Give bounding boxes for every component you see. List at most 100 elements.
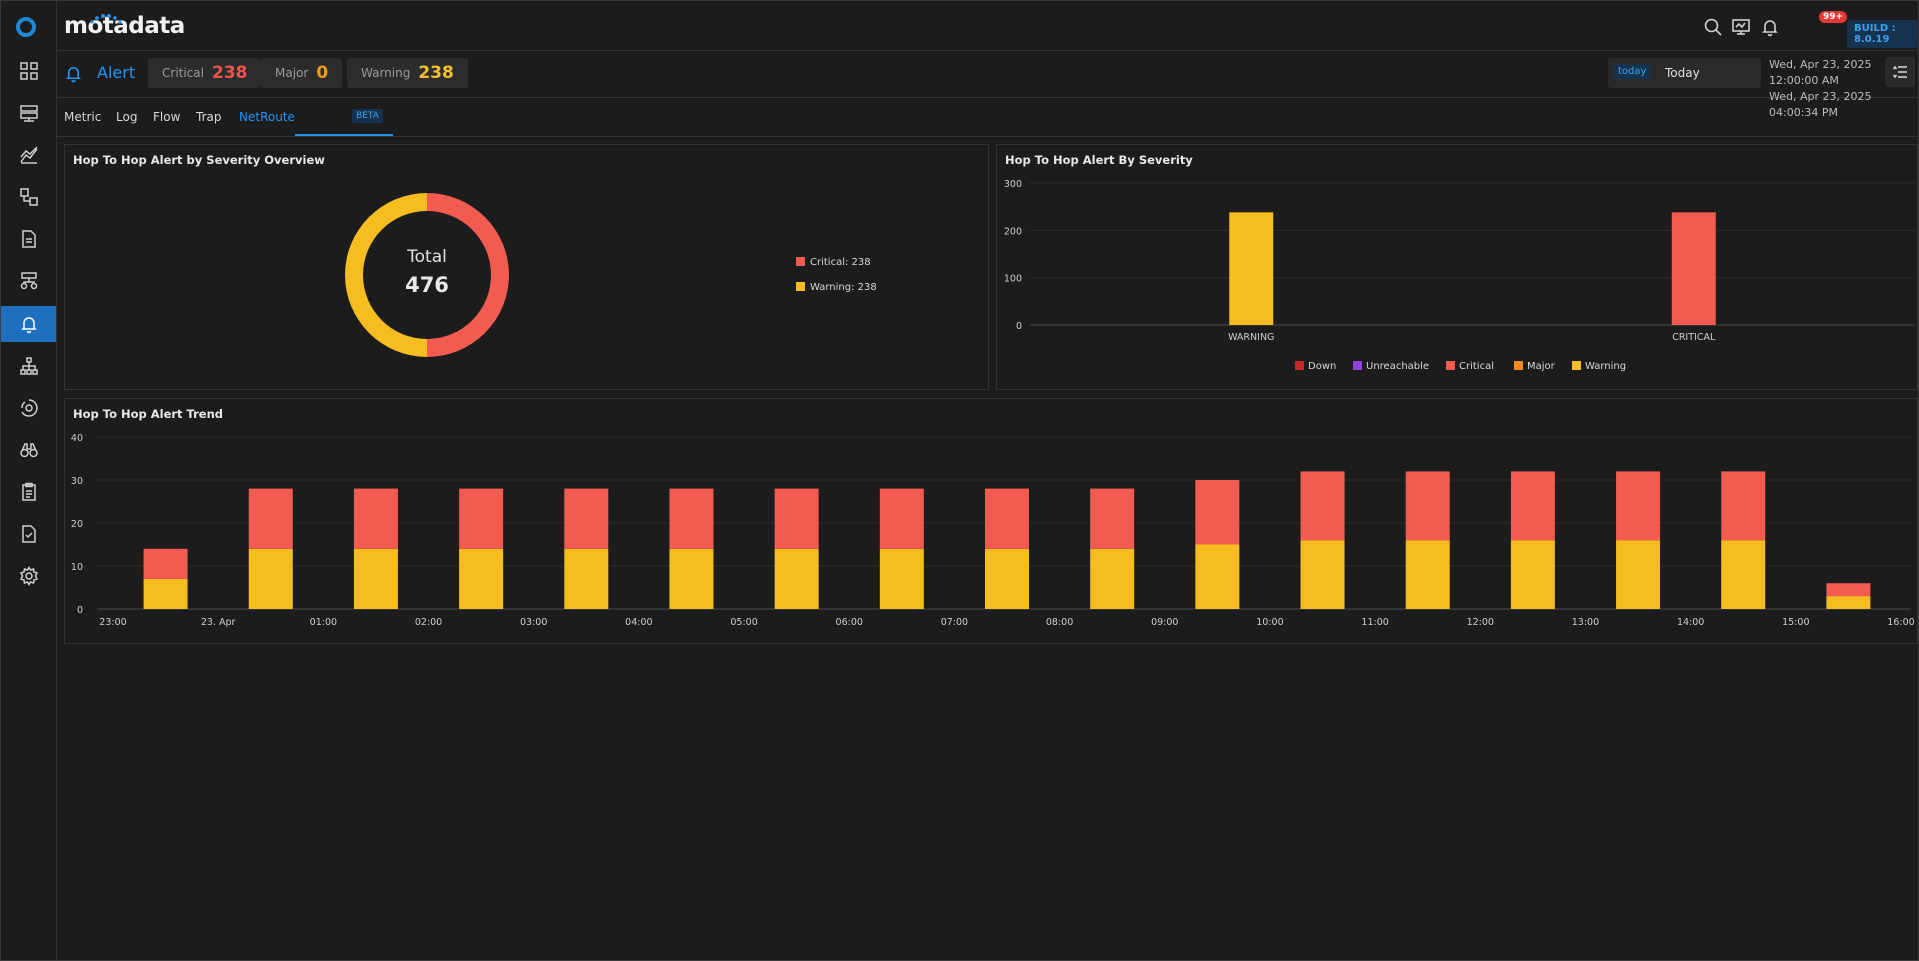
trend-bar-warning[interactable] bbox=[1721, 540, 1766, 609]
x-tick-label: 13:00 bbox=[1572, 617, 1599, 628]
trend-bar-warning[interactable] bbox=[985, 548, 1029, 609]
bar-warning[interactable] bbox=[1229, 212, 1274, 325]
trend-bar-warning[interactable] bbox=[1616, 540, 1661, 609]
tab-metric[interactable]: Metric bbox=[64, 110, 102, 124]
x-tick-label: CRITICAL bbox=[1672, 332, 1716, 343]
donut-slice-warning[interactable] bbox=[345, 193, 427, 357]
tab-log[interactable]: Log bbox=[116, 110, 138, 124]
trend-bar-warning[interactable] bbox=[1510, 540, 1555, 609]
trend-bar-critical[interactable] bbox=[1721, 471, 1766, 541]
x-tick-label: 10:00 bbox=[1256, 617, 1283, 628]
trend-bar-critical[interactable] bbox=[1300, 471, 1345, 541]
timeline-tag: today bbox=[1614, 64, 1651, 79]
compliance-icon[interactable] bbox=[1, 516, 56, 552]
trend-bar-warning[interactable] bbox=[1405, 540, 1450, 609]
bar-critical[interactable] bbox=[1671, 212, 1716, 325]
trend-bar-warning[interactable] bbox=[143, 578, 188, 609]
trend-bar-warning[interactable] bbox=[1090, 548, 1135, 609]
x-tick-label: 16:00 bbox=[1887, 617, 1914, 628]
trend-bar-critical[interactable] bbox=[985, 488, 1029, 549]
legend-warning-swatch bbox=[796, 282, 805, 291]
timeline-selector[interactable]: today Today bbox=[1608, 58, 1761, 88]
legend-swatch-critical bbox=[1446, 361, 1455, 370]
warning-count-chip[interactable]: Warning 238 bbox=[347, 58, 468, 88]
donut-chart: Total 476 Critical: 238 Warning: 238 bbox=[345, 193, 877, 357]
tab-netroute[interactable]: NetRoute bbox=[239, 110, 295, 124]
build-badge: BUILD : 8.0.19 bbox=[1847, 20, 1918, 48]
legend-label-unreachable[interactable]: Unreachable bbox=[1366, 361, 1429, 372]
legend-critical-label[interactable]: Critical: 238 bbox=[810, 257, 871, 268]
x-tick-label: 04:00 bbox=[625, 617, 652, 628]
app-logo-icon[interactable] bbox=[16, 17, 36, 37]
trend-bar-warning[interactable] bbox=[1826, 596, 1871, 609]
page-title: Alert bbox=[97, 63, 136, 82]
settings-gear-icon[interactable] bbox=[1, 390, 56, 426]
x-tick-label: WARNING bbox=[1228, 332, 1274, 343]
alert-icon[interactable] bbox=[1, 306, 56, 342]
trend-bar-critical[interactable] bbox=[1405, 471, 1450, 541]
legend-label-major[interactable]: Major bbox=[1527, 361, 1556, 372]
trend-bar-critical[interactable] bbox=[564, 488, 609, 549]
trend-bar-warning[interactable] bbox=[353, 548, 398, 609]
warning-label: Warning bbox=[361, 66, 411, 80]
trend-bar-warning[interactable] bbox=[669, 548, 714, 609]
legend-label-critical[interactable]: Critical bbox=[1459, 361, 1494, 372]
alert-bell-icon bbox=[64, 64, 83, 86]
legend-label-down[interactable]: Down bbox=[1308, 361, 1336, 372]
trend-bar-critical[interactable] bbox=[1826, 583, 1871, 597]
trend-bar-critical[interactable] bbox=[774, 488, 819, 549]
monitor-icon[interactable] bbox=[1, 95, 56, 131]
legend-swatch-warning bbox=[1572, 361, 1581, 370]
trend-bar-critical[interactable] bbox=[1510, 471, 1555, 541]
legend-warning-label[interactable]: Warning: 238 bbox=[810, 282, 877, 293]
trend-bar-critical[interactable] bbox=[248, 488, 293, 549]
tab-flow[interactable]: Flow bbox=[153, 110, 181, 124]
trend-bar-warning[interactable] bbox=[879, 548, 924, 609]
notification-badge: 99+ bbox=[1819, 11, 1848, 23]
trend-bar-warning[interactable] bbox=[459, 548, 504, 609]
severity-bar-chart: 0 100 200 300 WARNING CRITICAL Down Unreachable… bbox=[1004, 179, 1915, 372]
network-map-icon[interactable] bbox=[1, 348, 56, 384]
alert-header: Alert Critical 238 Major 0 Warning 238 t… bbox=[56, 51, 1918, 119]
trend-bar-warning[interactable] bbox=[774, 548, 819, 609]
legend-swatch-down bbox=[1295, 361, 1304, 370]
trend-bar-critical[interactable] bbox=[1195, 480, 1240, 545]
donut-center-value: 476 bbox=[405, 273, 449, 297]
y-tick-label: 300 bbox=[1004, 179, 1022, 190]
y-tick-label: 100 bbox=[1004, 274, 1022, 285]
metric-explorer-icon[interactable] bbox=[1, 137, 56, 173]
topology-icon[interactable] bbox=[1, 263, 56, 299]
trend-bar-critical[interactable] bbox=[879, 488, 924, 549]
trend-bar-warning[interactable] bbox=[248, 548, 293, 609]
trend-bar-warning[interactable] bbox=[1195, 544, 1240, 610]
trend-bar-critical[interactable] bbox=[459, 488, 504, 549]
trend-bar-critical[interactable] bbox=[353, 488, 398, 549]
list-view-button[interactable] bbox=[1885, 57, 1915, 87]
x-tick-label: 07:00 bbox=[941, 617, 968, 628]
admin-settings-icon[interactable] bbox=[1, 558, 56, 594]
brand-logo[interactable]: motadata bbox=[64, 13, 185, 39]
legend-label-warning[interactable]: Warning bbox=[1585, 361, 1626, 372]
trend-bar-critical[interactable] bbox=[143, 548, 188, 579]
screen-monitor-icon[interactable] bbox=[1731, 17, 1751, 37]
dashboard-icon[interactable] bbox=[1, 53, 56, 89]
donut-slice-critical[interactable] bbox=[427, 193, 509, 357]
binoculars-icon[interactable] bbox=[1, 432, 56, 468]
severity-bar-title: Hop To Hop Alert By Severity bbox=[1005, 153, 1193, 167]
trend-bar-warning[interactable] bbox=[564, 548, 609, 609]
trend-bar-critical[interactable] bbox=[1090, 488, 1135, 549]
y-tick-label: 40 bbox=[71, 433, 83, 444]
range-start: Wed, Apr 23, 2025 12:00:00 AM bbox=[1769, 58, 1872, 87]
trend-bar-warning[interactable] bbox=[1300, 540, 1345, 609]
trend-bar-critical[interactable] bbox=[1616, 471, 1661, 541]
critical-count-chip[interactable]: Critical 238 bbox=[148, 58, 262, 88]
tab-trap[interactable]: Trap bbox=[196, 110, 222, 124]
notification-bell-icon[interactable] bbox=[1760, 17, 1780, 37]
audit-icon[interactable] bbox=[1, 474, 56, 510]
inventory-icon[interactable] bbox=[1, 179, 56, 215]
trend-bar-critical[interactable] bbox=[669, 488, 714, 549]
major-count-chip[interactable]: Major 0 bbox=[261, 58, 343, 88]
beta-badge: BETA bbox=[352, 109, 383, 123]
search-icon[interactable] bbox=[1703, 17, 1723, 37]
report-icon[interactable] bbox=[1, 221, 56, 257]
